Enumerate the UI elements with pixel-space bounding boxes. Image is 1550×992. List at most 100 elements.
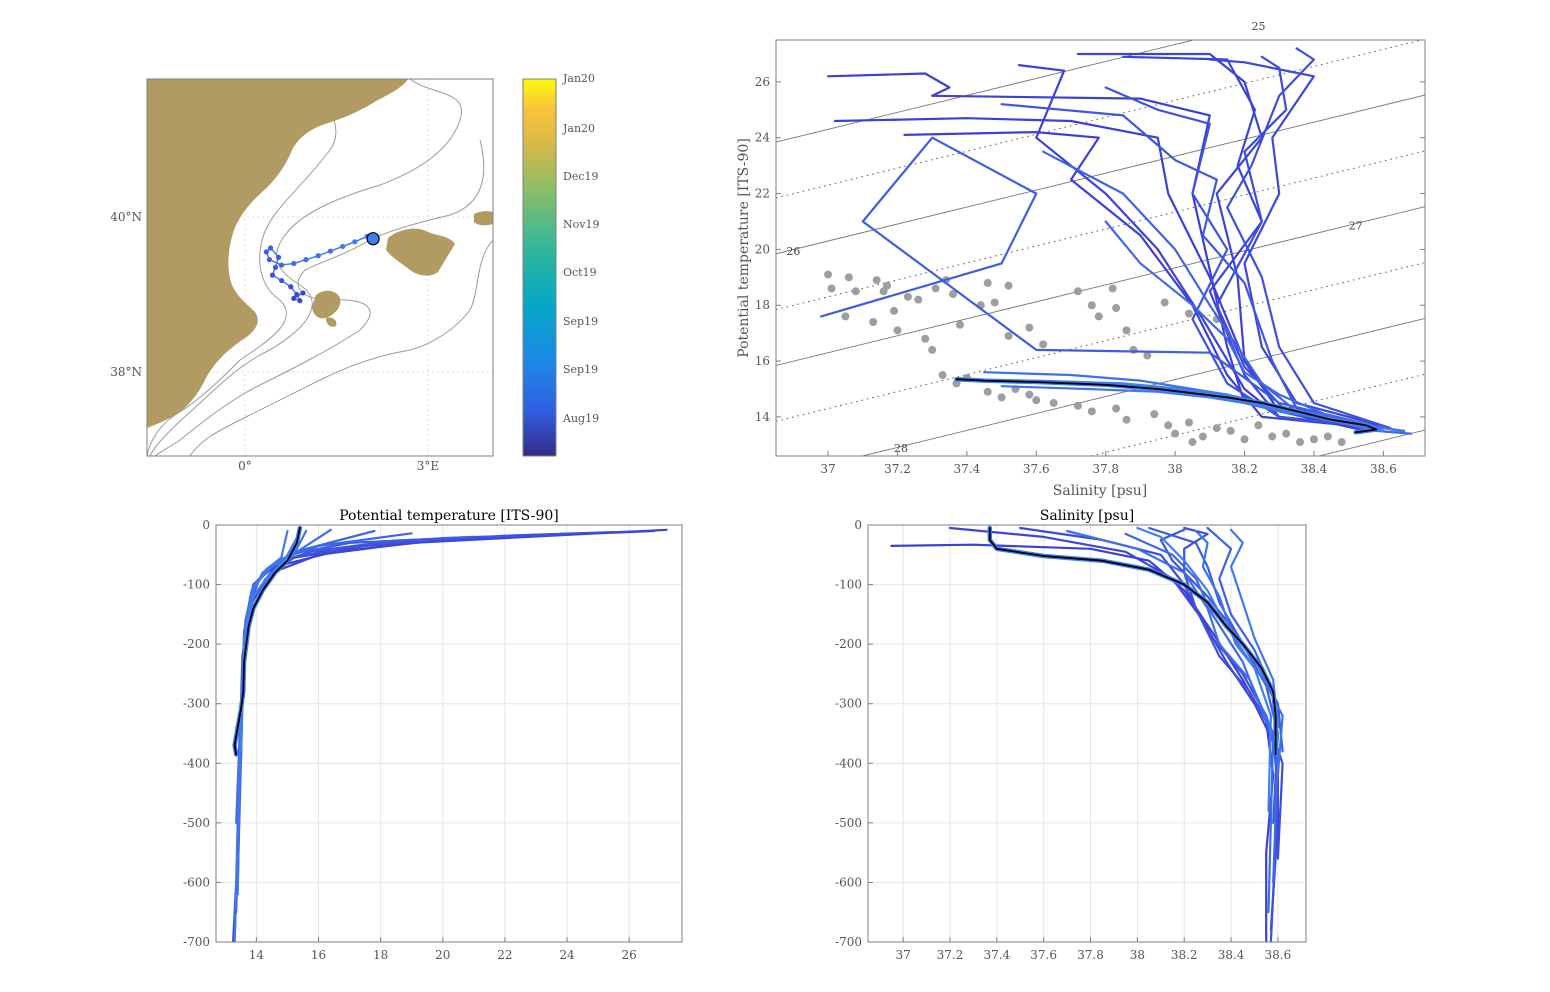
x-tick-label: 37.2	[937, 948, 964, 962]
climatology-point	[879, 287, 888, 296]
track-point	[291, 260, 297, 267]
colorbar-label: Nov19	[563, 218, 599, 231]
salinity-x-axis: 37 37.2 37.4 37.6 37.8 38 38.2 38.4 38.6	[895, 937, 1291, 962]
density-isoline	[776, 40, 1424, 199]
climatology-point	[921, 334, 930, 343]
track-point	[315, 253, 321, 259]
colorbar-label: Sep19	[563, 315, 598, 328]
climatology-point	[869, 317, 878, 326]
track-point	[327, 248, 333, 254]
y-tick-label: -400	[183, 756, 210, 770]
salinity-plot-area	[868, 525, 1306, 942]
salinity-y-axis: 0 -100 -200 -300 -400 -500 -600 -700	[835, 518, 873, 949]
temp-title: Potential temperature [ITS-90]	[339, 508, 559, 524]
x-tick-label: 38.4	[1301, 462, 1328, 476]
climatology-point	[1282, 429, 1291, 438]
y-tick-label: -500	[835, 816, 862, 830]
climatology-point	[1185, 418, 1193, 427]
temp-plot-area	[216, 525, 682, 942]
x-tick-label: 18	[373, 948, 388, 962]
climatology-point	[1087, 407, 1096, 416]
colorbar-label: Jan20	[562, 122, 595, 135]
climatology-point	[1073, 401, 1082, 410]
climatology-point	[949, 290, 957, 299]
x-tick-label: 20	[435, 948, 450, 962]
x-tick-label: 37.2	[884, 462, 911, 476]
temperature-profile-panel: 14 16 18 20 22 24 26 0 -100 -200 -300 -400 -500 -600…	[183, 508, 683, 962]
y-tick-label: -600	[835, 875, 862, 889]
map-frame	[146, 78, 494, 457]
climatology-point	[938, 371, 947, 380]
map-ytick-40n: 40°N	[110, 210, 142, 224]
isoline-label: 26	[786, 245, 800, 258]
climatology-point	[1240, 435, 1249, 444]
salinity-profile-line	[1066, 529, 1275, 914]
x-tick-label: 38	[1130, 948, 1145, 962]
ts-profiles	[820, 47, 1413, 435]
y-tick-label: 24	[755, 131, 771, 145]
ts-plot-area	[776, 40, 1425, 456]
climatology-point	[983, 387, 992, 396]
track-point	[279, 277, 285, 284]
track-point	[275, 254, 282, 260]
y-tick-label: 0	[854, 518, 862, 532]
temp-mean-profile	[233, 527, 301, 756]
x-tick-label: 37.8	[1092, 462, 1119, 476]
climatology-point	[931, 284, 940, 293]
map-ytick-38n: 38°N	[110, 365, 142, 379]
ts-frame	[775, 39, 1426, 457]
climatology-point	[1323, 432, 1332, 441]
colorbar-label: Sep19	[563, 363, 598, 376]
climatology-point	[1309, 435, 1318, 444]
y-tick-label: 16	[755, 354, 770, 368]
y-tick-label: 14	[755, 410, 771, 424]
ts-profile-line	[820, 136, 1385, 430]
climatology-point	[1164, 421, 1173, 430]
ts-profile-line	[1000, 103, 1378, 432]
climatology-point	[1337, 438, 1346, 447]
y-tick-label: -300	[835, 697, 862, 711]
climatology-point	[890, 306, 898, 315]
x-tick-label: 38.6	[1265, 948, 1292, 962]
ibiza-island	[312, 290, 341, 319]
climatology-point	[1108, 284, 1117, 293]
climatology-point	[1039, 340, 1048, 349]
density-isoline	[776, 94, 1425, 255]
climatology-point	[844, 273, 853, 282]
density-isoline	[860, 317, 1425, 456]
climatology-point	[1004, 331, 1013, 340]
climatology-point	[1212, 424, 1221, 433]
ts-diagram-panel: 25 26 27 28 37 37.2 37.4 37.6 37.8 38 38.2 38.4 38.…	[736, 20, 1426, 499]
x-tick-label: 37.6	[1030, 948, 1057, 962]
isoline-label: 28	[894, 442, 908, 455]
x-tick-label: 14	[249, 948, 265, 962]
map-xtick-0: 0°	[238, 459, 252, 473]
x-tick-label: 37.4	[983, 948, 1010, 962]
climatology-point	[990, 298, 999, 307]
ts-x-axis: 37 37.2 37.4 37.6 37.8 38 38.2 38.4 38.6	[820, 451, 1397, 476]
salinity-mean-profile	[988, 527, 1277, 756]
y-tick-label: -100	[835, 578, 862, 592]
climatology-point	[1171, 429, 1180, 438]
climatology-point	[1296, 438, 1305, 447]
x-tick-label: 37.4	[954, 462, 981, 476]
climatology-points	[824, 270, 1346, 447]
y-tick-label: -700	[835, 935, 862, 949]
climatology-point	[1254, 421, 1263, 430]
float-track	[263, 232, 380, 304]
ts-profile-line	[1215, 55, 1385, 432]
x-tick-label: 37.6	[1023, 462, 1050, 476]
climatology-point	[1032, 396, 1041, 405]
track-point	[269, 272, 276, 278]
track-point	[279, 262, 285, 268]
climatology-point	[1004, 281, 1013, 290]
salinity-profile-line	[1229, 528, 1279, 729]
ts-xlabel: Salinity [psu]	[1053, 483, 1147, 499]
climatology-point	[1129, 345, 1138, 354]
x-tick-label: 38.6	[1370, 462, 1397, 476]
colorbar-label: Dec19	[563, 170, 599, 183]
y-tick-label: 22	[755, 187, 770, 201]
climatology-point	[827, 284, 836, 293]
climatology-point	[997, 393, 1006, 402]
